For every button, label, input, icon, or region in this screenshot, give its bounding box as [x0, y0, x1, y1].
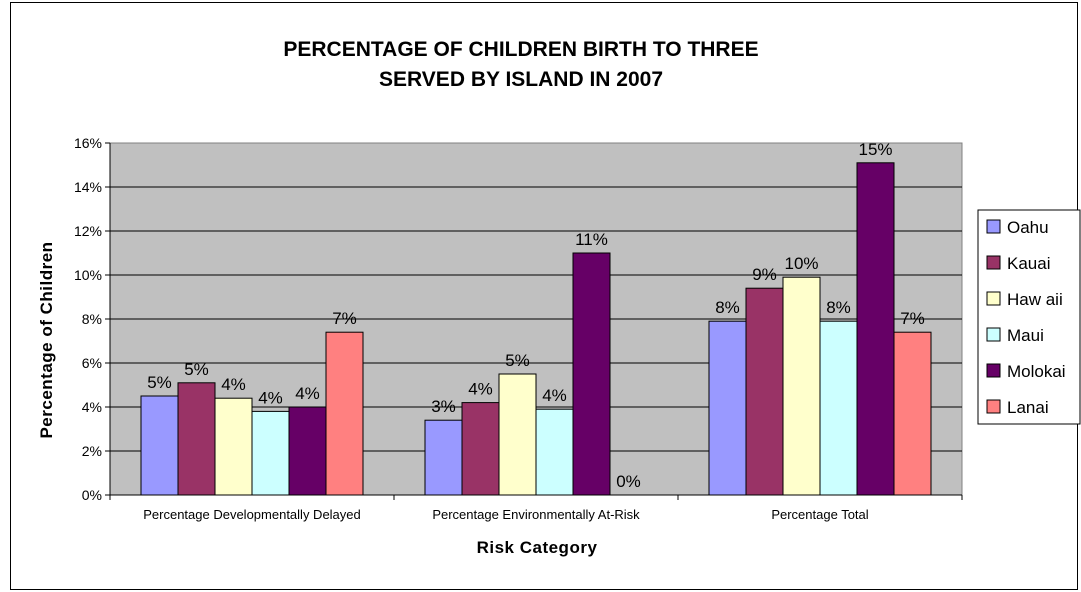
bar — [819, 320, 858, 496]
x-axis-title: Risk Category — [477, 538, 598, 557]
legend-box — [977, 209, 1081, 425]
y-axis: 0% 2% 4% 6% 8% 10% 12% 14% 16% — [74, 135, 111, 503]
chart-title: PERCENTAGE OF CHILDREN BIRTH TO THREE SE… — [241, 35, 801, 95]
bar — [535, 408, 574, 496]
data-label: 4% — [468, 380, 493, 399]
data-label: 10% — [784, 254, 818, 273]
data-label: 4% — [258, 388, 283, 407]
data-label: 9% — [752, 265, 777, 284]
bar — [856, 162, 895, 496]
data-label: 5% — [184, 360, 209, 379]
legend-swatch — [986, 399, 1001, 414]
category-label: Percentage Total — [771, 507, 868, 522]
data-label: 4% — [221, 375, 246, 394]
y-tick-label: 8% — [82, 311, 102, 327]
x-axis: Percentage Developmentally Delayed Percen… — [109, 494, 963, 522]
legend-label: Lanai — [1007, 398, 1049, 417]
legend-label: Maui — [1007, 326, 1044, 345]
y-tick-label: 10% — [74, 267, 102, 283]
y-tick-label: 16% — [74, 135, 102, 151]
bars — [140, 162, 932, 496]
data-label: 7% — [332, 309, 357, 328]
y-tick-label: 12% — [74, 223, 102, 239]
data-label: 5% — [147, 373, 172, 392]
y-tick-label: 0% — [82, 487, 102, 503]
legend-label: Kauai — [1007, 254, 1050, 273]
bar — [572, 252, 611, 496]
category-label: Percentage Developmentally Delayed — [143, 507, 361, 522]
data-label: 3% — [431, 397, 456, 416]
bar — [325, 331, 364, 496]
y-axis-title: Percentage of Children — [37, 241, 56, 438]
y-tick-label: 2% — [82, 443, 102, 459]
data-label: 0% — [616, 472, 641, 491]
bar — [140, 395, 179, 496]
legend-swatch — [986, 219, 1001, 234]
bar — [745, 287, 784, 496]
y-tick-label: 6% — [82, 355, 102, 371]
bar — [498, 373, 537, 496]
bar — [893, 331, 932, 496]
data-label: 11% — [575, 230, 608, 249]
legend-swatch — [986, 363, 1001, 378]
legend-label: Haw aii — [1007, 290, 1063, 309]
data-label: 4% — [542, 386, 567, 405]
chart-title-line-2: SERVED BY ISLAND IN 2007 — [379, 68, 663, 91]
data-label: 7% — [900, 309, 925, 328]
category-label: Percentage Environmentally At-Risk — [432, 507, 640, 522]
bar — [461, 402, 500, 496]
legend-swatch — [986, 255, 1001, 270]
data-label: 8% — [826, 298, 851, 317]
legend-label: Molokai — [1007, 362, 1066, 381]
data-label: 8% — [715, 298, 740, 317]
bar — [782, 276, 821, 496]
y-tick-label: 14% — [74, 179, 102, 195]
bar — [708, 320, 747, 496]
y-tick-label: 4% — [82, 399, 102, 415]
bar — [177, 382, 216, 496]
bar — [424, 419, 463, 496]
bar — [251, 410, 290, 496]
legend-swatch — [986, 327, 1001, 342]
chart-title-line-1: PERCENTAGE OF CHILDREN BIRTH TO THREE — [283, 38, 759, 61]
bar — [214, 397, 253, 496]
legend-label: Oahu — [1007, 218, 1049, 237]
data-label: 15% — [858, 140, 892, 159]
data-label: 4% — [295, 384, 320, 403]
data-label: 5% — [505, 351, 530, 370]
legend: Oahu Kauai Haw aii Maui Molokai Lanai — [977, 209, 1081, 425]
legend-swatch — [986, 291, 1001, 306]
data-labels: 5% 3% 8% 5% 4% 9% 4% 5% 10% 4% 4% 8% 4% 11% 15% 7% 0% 7% — [147, 140, 925, 491]
bar — [288, 406, 327, 496]
